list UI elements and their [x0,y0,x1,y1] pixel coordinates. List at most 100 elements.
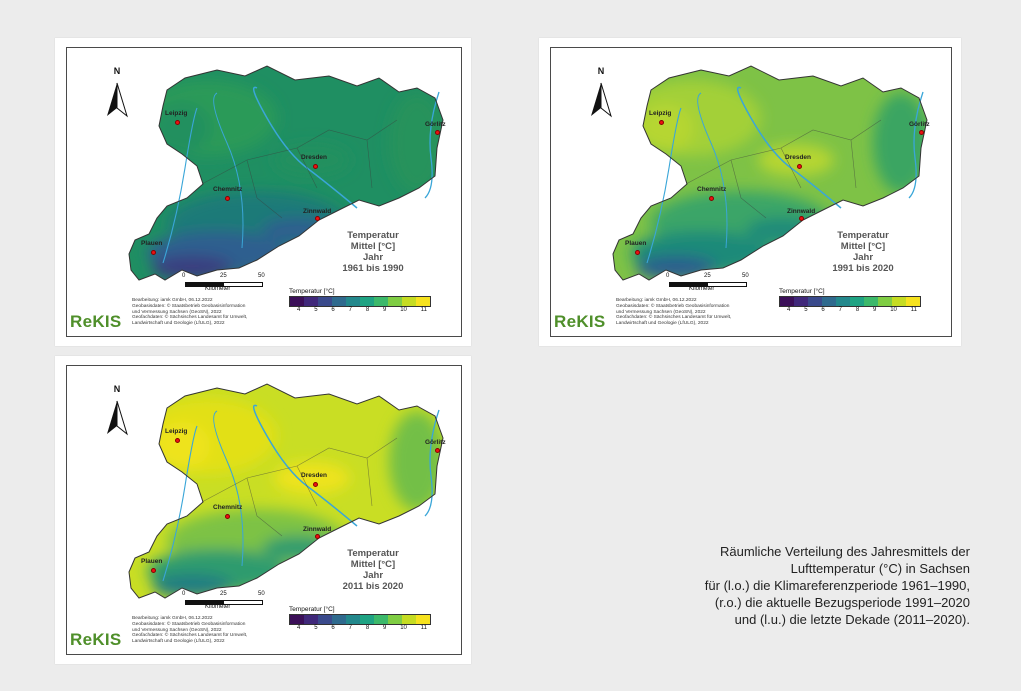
city-marker-görlitz [434,129,440,135]
legend-tick-label: 11 [910,307,917,313]
map-panel-1961-1990: N Leipzig Dresden Görlitz Chemnitz Zinnwald Pl… [55,38,471,346]
legend-tick-label: 11 [420,307,427,313]
city-label-dresden: Dresden [301,472,328,479]
scale-unit-label: Kilometer [689,286,715,292]
legend-swatch [374,297,388,306]
map-title-line: Jahr [362,570,384,581]
map-title-line: 2011 bis 2020 [342,581,404,592]
legend-swatch [850,297,864,306]
map-credits: Bearbeitung: iamk GmbH, 06.12.2022 Geobas… [132,298,272,327]
scale-unit-label: Kilometer [205,286,231,292]
legend-swatch [808,297,822,306]
city-label-plauen: Plauen [625,240,647,247]
temperature-field [613,66,927,280]
city-marker-leipzig [174,119,180,125]
scale-tick-label: 25 [220,273,227,279]
legend-colorbar [779,296,921,307]
river-neisse [424,409,440,517]
legend-swatch [360,615,374,624]
legend-swatch [822,297,836,306]
legend-swatch [402,297,416,306]
legend-swatch [878,297,892,306]
legend-swatch [360,297,374,306]
river-zschopau [697,92,728,249]
credit-line: Landwirtschaft und Geologie (LfULG), 202… [132,639,225,645]
state-border [612,65,928,281]
city-label-leipzig: Leipzig [165,110,188,117]
legend-swatch [304,615,318,624]
legend-swatch [794,297,808,306]
river-zschopau [213,92,244,249]
scale-tick-label: 0 [666,273,670,279]
legend-tick-label: 4 [297,625,301,631]
credit-line: Geobasisdaten: © Staatsbetrieb Geobasisi… [616,303,730,309]
map-title: Temperatur Mittel [°C] Jahr 2011 bis 2020 [313,548,433,592]
legend-swatch [416,615,430,624]
map-frame: N Leipzig Dresden Görlitz Chemnitz Zinnwald Pl… [550,47,952,337]
legend-swatch [864,297,878,306]
map-title-line: Jahr [362,252,384,263]
north-arrow-icon [591,82,612,118]
city-marker-görlitz [918,129,924,135]
map-title-line: Temperatur [347,230,399,241]
city-marker-zinnwald [314,215,320,221]
city-label-görlitz: Görlitz [425,121,446,128]
city-label-leipzig: Leipzig [165,428,188,435]
city-marker-zinnwald [314,533,320,539]
scale-tick-label: 50 [258,273,265,279]
scale-tick-label: 25 [704,273,711,279]
district-borders [201,119,398,219]
map-panel-1991-2020: N Leipzig Dresden Görlitz Chemnitz Zinnwald Pl… [539,38,961,346]
city-label-leipzig: Leipzig [649,110,672,117]
scale-tick-label: 50 [258,591,265,597]
scale-unit-label: Kilometer [205,604,231,610]
river-mulde [162,425,198,582]
caption-line: für (l.o.) die Klimareferenzperiode 1961… [704,578,970,593]
district-borders [685,119,882,219]
map-title: Temperatur Mittel [°C] Jahr 1961 bis 1990 [313,230,433,274]
legend-swatch [290,615,304,624]
legend-tick-label: 8 [855,307,860,313]
city-marker-zinnwald [798,215,804,221]
state-border [128,65,444,281]
map-credits: Bearbeitung: iamk GmbH, 06.12.2022 Geobas… [616,298,756,327]
map-panel-2011-2020: N Leipzig Dresden Görlitz Chemnitz Zinnwald Pl… [55,356,471,664]
north-label: N [113,66,121,76]
rekis-logo: ReKIS [70,312,122,331]
legend-tick-label: 9 [873,307,877,313]
legend-tick-label: 10 [400,307,407,313]
city-marker-dresden [796,163,802,169]
legend-tick-label: 9 [383,307,387,313]
map-title-line: 1991 bis 2020 [832,263,894,274]
legend-swatch [374,615,388,624]
river-elbe [736,86,842,209]
river-mulde [162,107,198,264]
river-neisse [424,91,440,199]
city-label-dresden: Dresden [301,154,328,161]
city-label-görlitz: Görlitz [425,439,446,446]
legend-title: Temperatur [°C] [779,288,825,295]
north-arrow-icon [107,82,128,118]
map-title-line: Mittel [°C] [350,559,396,570]
legend-title: Temperatur [°C] [289,288,335,295]
legend-tick-label: 9 [383,625,387,631]
city-label-chemnitz: Chemnitz [213,504,243,511]
credit-line: Geofachdaten: © Sächsisches Landesamt fü… [132,633,248,639]
legend-tick-label: 7 [348,307,352,313]
legend-swatch [332,297,346,306]
map-title-line: Mittel [°C] [350,241,396,252]
legend-tick-label: 6 [331,625,335,631]
credit-line: Geobasisdaten: © Staatsbetrieb Geobasisi… [132,303,246,309]
legend-swatch [836,297,850,306]
city-label-plauen: Plauen [141,558,163,565]
state-border [128,383,444,599]
caption-line: (r.o.) die aktuelle Bezugsperiode 1991–2… [714,595,970,610]
saxony-temperature-map [591,65,928,281]
city-label-plauen: Plauen [141,240,163,247]
scale-tick-label: 50 [742,273,749,279]
credit-line: Bearbeitung: iamk GmbH, 06.12.2022 [616,298,697,303]
legend-swatch [290,297,304,306]
legend-colorbar [289,614,431,625]
river-neisse [908,91,924,199]
rekis-logo: ReKIS [70,630,122,649]
